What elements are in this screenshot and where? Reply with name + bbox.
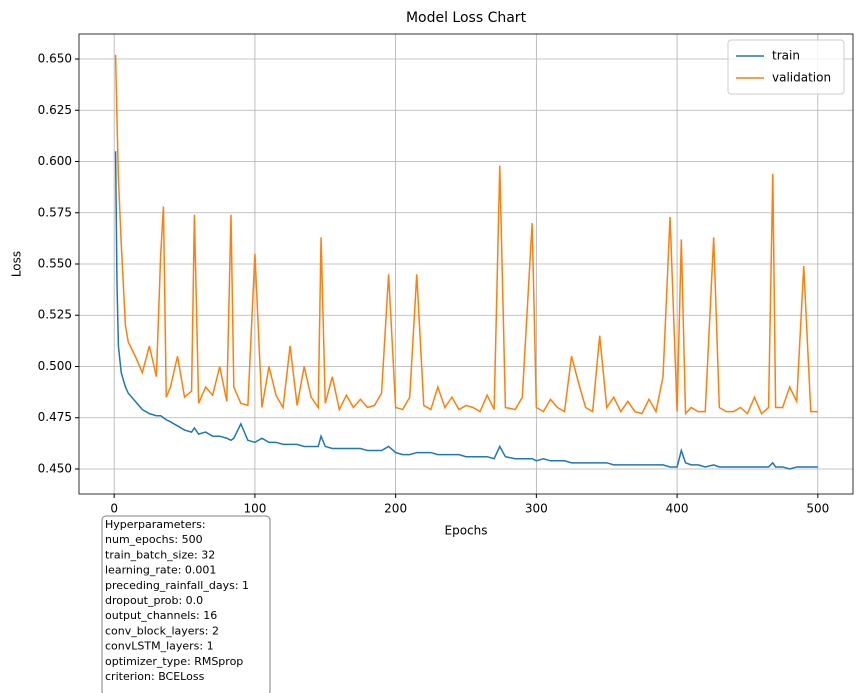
annotation-line: conv_block_layers: 2 <box>105 624 219 637</box>
legend-box <box>727 39 845 95</box>
y-tick-label: 0.575 <box>38 205 72 219</box>
annotation-line: train_batch_size: 32 <box>105 548 215 561</box>
y-tick-label: 0.525 <box>38 308 72 322</box>
annotation-line: optimizer_type: RMSprop <box>105 655 243 668</box>
y-tick-label: 0.500 <box>38 359 72 373</box>
annotation-line: convLSTM_layers: 1 <box>105 640 214 653</box>
y-tick-label: 0.650 <box>38 52 72 66</box>
plot-frame <box>78 33 854 495</box>
x-tick-label: 400 <box>666 502 689 516</box>
x-tick-label: 200 <box>384 502 407 516</box>
annotation-line: Hyperparameters: <box>105 518 206 531</box>
x-tick-label: 500 <box>806 502 829 516</box>
x-axis-label: Epochs <box>445 524 488 538</box>
x-tick-label: 100 <box>243 502 266 516</box>
annotation-line: output_channels: 16 <box>105 609 217 622</box>
x-tick-label: 0 <box>110 502 118 516</box>
annotation-line: criterion: BCELoss <box>105 670 205 683</box>
annotation-line: preceding_rainfall_days: 1 <box>105 579 249 592</box>
y-axis-label: Loss <box>10 251 24 277</box>
annotation-line: dropout_prob: 0.0 <box>105 594 203 607</box>
legend-label: validation <box>772 71 831 85</box>
y-tick-label: 0.475 <box>38 410 72 424</box>
y-tick-label: 0.550 <box>38 257 72 271</box>
y-tick-label: 0.600 <box>38 154 72 168</box>
annotation-box <box>101 515 271 693</box>
series-line <box>114 151 818 470</box>
y-tick-label: 0.625 <box>38 103 72 117</box>
annotation-line: num_epochs: 500 <box>105 533 203 546</box>
x-tick-label: 300 <box>525 502 548 516</box>
annotation-line: learning_rate: 0.001 <box>105 564 216 577</box>
y-tick-label: 0.450 <box>38 461 72 475</box>
chart-title: Model Loss Chart <box>406 10 527 26</box>
legend-label: train <box>772 49 800 63</box>
series-line <box>114 54 818 416</box>
